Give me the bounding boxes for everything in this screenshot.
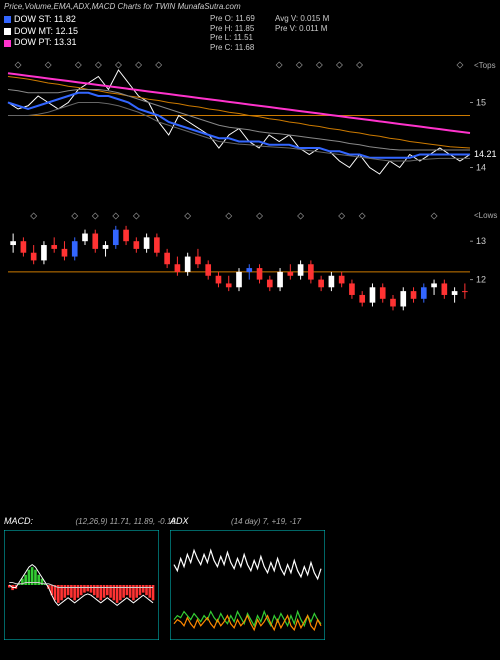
svg-text:13: 13 (476, 236, 486, 246)
stat-row: Pre V: 0.011 M (275, 24, 329, 34)
chart-title: Price,Volume,EMA,ADX,MACD Charts for TWI… (4, 2, 241, 11)
macd-label: MACD: (12,26,9) 11.71, 11.89, -0.18 (4, 516, 176, 526)
candlestick-panel: 13 12 <Lows (0, 210, 500, 338)
stat-row: Pre C: 11.68 (210, 43, 255, 53)
legend-color-swatch (4, 40, 11, 47)
legend-item: DOW ST: 11.82 (4, 14, 78, 26)
legend-item: DOW PT: 13.31 (4, 37, 78, 49)
svg-text:12: 12 (476, 275, 486, 285)
legend-color-swatch (4, 16, 11, 23)
stat-row: Pre H: 11.85 (210, 24, 255, 34)
svg-text:<Lows: <Lows (474, 211, 497, 220)
svg-text:<Tops: <Tops (474, 61, 496, 70)
adx-title: ADX (170, 516, 189, 526)
macd-params: (12,26,9) 11.71, 11.89, -0.18 (76, 517, 176, 526)
adx-panel (170, 530, 325, 640)
adx-label: ADX (14 day) 7, +19, -17 (170, 516, 301, 526)
svg-text:14.21: 14.21 (474, 149, 497, 159)
legend-label: DOW PT: 13.31 (14, 37, 77, 49)
adx-params: (14 day) 7, +19, -17 (231, 517, 301, 526)
ohlc-stats: Pre O: 11.69Pre H: 11.85Pre L: 11.51Pre … (210, 14, 347, 52)
macd-panel (4, 530, 159, 640)
svg-text:14: 14 (476, 163, 486, 173)
legend-color-swatch (4, 28, 11, 35)
price-ema-panel: 15 14 14.21 <Tops (0, 60, 500, 218)
legend: DOW ST: 11.82DOW MT: 12.15DOW PT: 13.31 (4, 14, 78, 49)
legend-label: DOW ST: 11.82 (14, 14, 76, 26)
legend-item: DOW MT: 12.15 (4, 26, 78, 38)
stat-row: Pre L: 11.51 (210, 33, 255, 43)
svg-text:15: 15 (476, 98, 486, 108)
stat-row: Avg V: 0.015 M (275, 14, 329, 24)
legend-label: DOW MT: 12.15 (14, 26, 78, 38)
stat-row: Pre O: 11.69 (210, 14, 255, 24)
macd-title: MACD: (4, 516, 33, 526)
